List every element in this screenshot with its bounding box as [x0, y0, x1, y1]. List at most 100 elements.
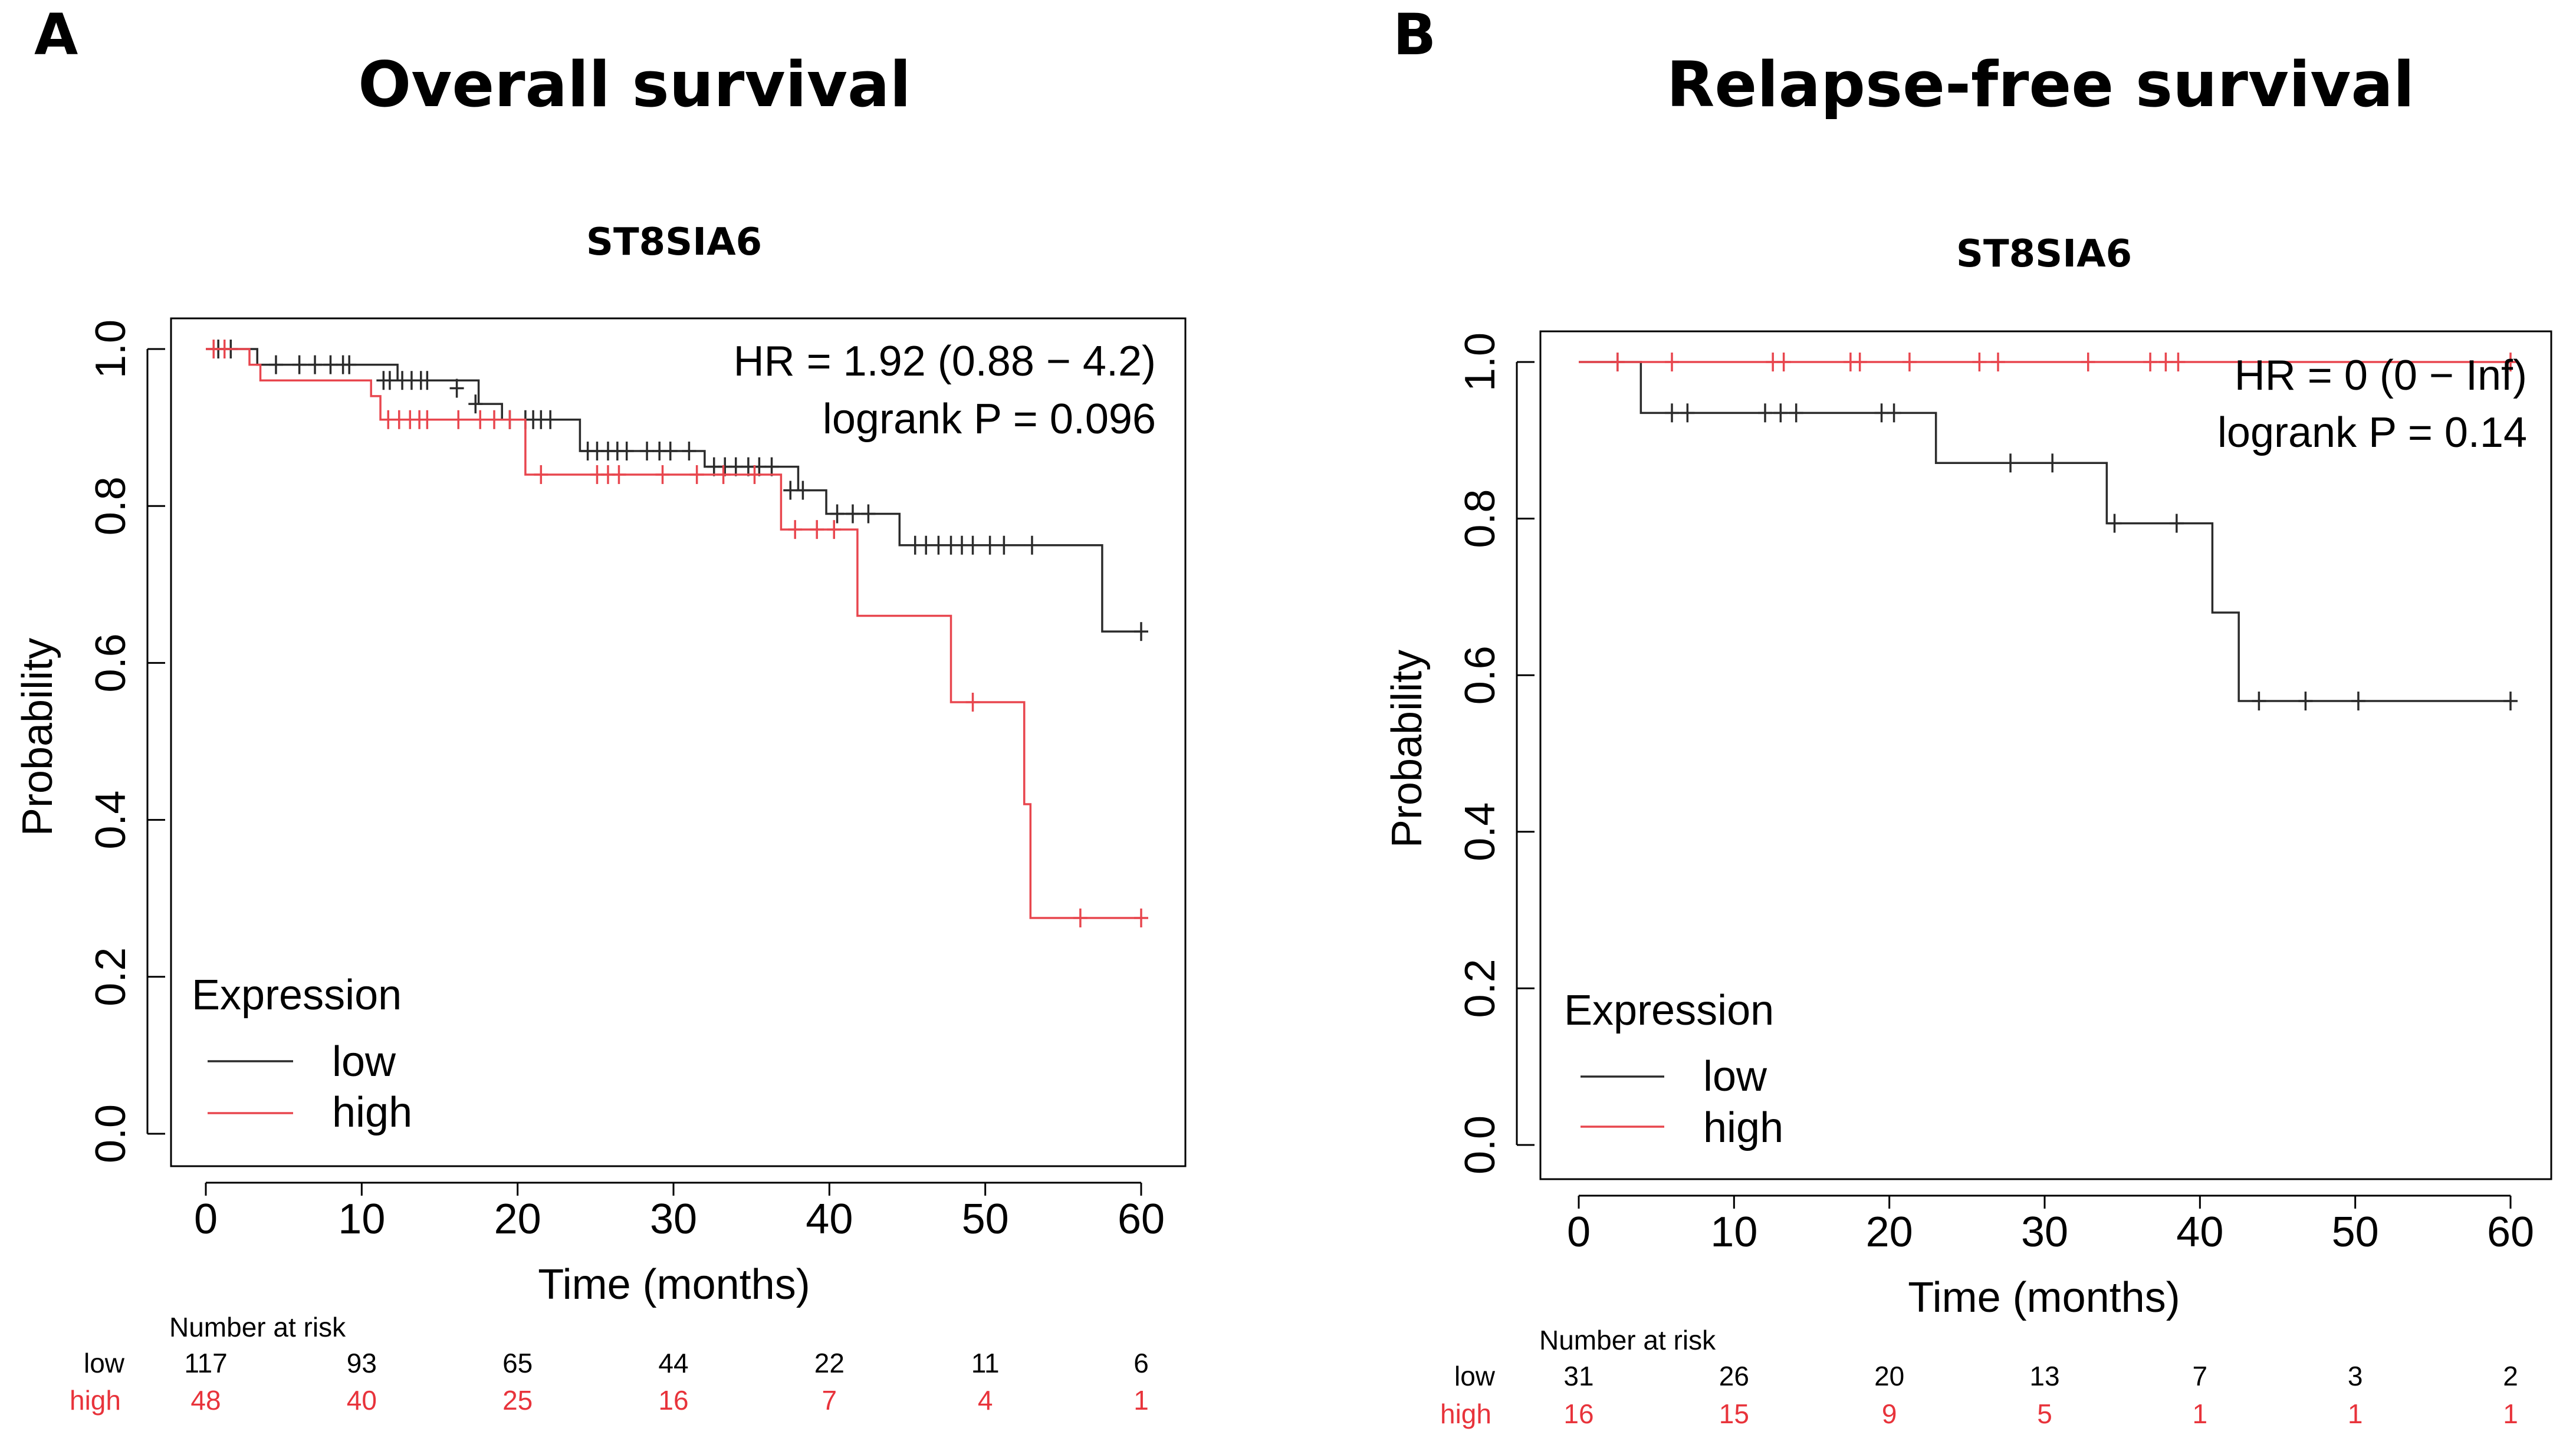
panel-a-risk-low-value: 44 [658, 1348, 688, 1378]
panel-b-risk-low-label: low [1454, 1361, 1496, 1391]
panel-a-risk-high-value: 1 [1133, 1385, 1149, 1416]
panel-b-xlabel: Time (months) [1908, 1274, 2180, 1321]
panel-b-risk-low-value: 3 [2348, 1361, 2363, 1391]
panel-b-risk-high-value: 9 [1882, 1398, 1897, 1429]
panel-b-y-tick-label: 0.2 [1457, 959, 1504, 1018]
panel-a-risk-high-value: 7 [822, 1385, 837, 1416]
panel-b-legend-high-label: high [1703, 1104, 1783, 1151]
panel-a-x-tick-label: 60 [1118, 1196, 1165, 1243]
panel-b-risk-high-value: 5 [2037, 1398, 2052, 1429]
panel-a-title: Overall survival [358, 48, 911, 121]
panel-b-legend-title: Expression [1564, 987, 1774, 1034]
panel-a: A Overall survival ST8SIA6 0.00.20.40.60… [14, 2, 1187, 1416]
panel-a-risk-low-value: 65 [502, 1348, 533, 1378]
panel-a-risk-high-value: 48 [190, 1385, 221, 1416]
panel-b-x-tick-label: 10 [1710, 1209, 1757, 1256]
panel-b-risk-low-value: 26 [1719, 1361, 1749, 1391]
panel-a-y-tick-label: 0.6 [87, 633, 134, 692]
panel-b-x-axis: 0 10 20 30 40 50 60 [1567, 1194, 2534, 1256]
panel-a-label: A [34, 2, 78, 68]
panel-a-legend-low-label: low [332, 1038, 396, 1085]
panel-b-y-tick-label: 0.4 [1457, 802, 1504, 861]
panel-b-risk-low-value: 31 [1563, 1361, 1593, 1391]
panel-a-x-tick-label: 10 [338, 1196, 385, 1243]
panel-a-legend: Expression low high [192, 972, 412, 1136]
panel-a-risk-low-value: 117 [184, 1348, 227, 1378]
panel-a-y-tick-label: 0.0 [87, 1104, 134, 1163]
panel-a-risk-low-value: 6 [1133, 1348, 1149, 1378]
panel-a-hr-text: HR = 1.92 (0.88 − 4.2) [734, 338, 1156, 385]
panel-b-p-text: logrank P = 0.14 [2217, 409, 2527, 456]
panel-b-risk-high-label: high [1440, 1398, 1491, 1429]
panel-a-y-tick-label: 0.2 [87, 947, 134, 1006]
panel-a-risk-high-value: 4 [978, 1385, 993, 1416]
panel-a-xlabel: Time (months) [538, 1261, 810, 1308]
panel-b-risk-high-value: 1 [2348, 1398, 2363, 1429]
panel-b-risk-high-value: 1 [2193, 1398, 2208, 1429]
panel-a-subtitle: ST8SIA6 [586, 221, 762, 264]
panel-b-x-tick-label: 20 [1866, 1209, 1913, 1256]
panel-b-hr-text: HR = 0 (0 − Inf) [2235, 352, 2527, 399]
panel-a-y-axis: 0.0 0.2 0.4 0.6 0.8 1.0 [87, 320, 165, 1163]
panel-b-risk-low-value: 2 [2503, 1361, 2518, 1391]
panel-b: B Relapse-free survival ST8SIA6 0.00.20.… [1384, 2, 2552, 1429]
panel-a-risk-low-label: low [84, 1348, 125, 1378]
panel-a-legend-high-label: high [332, 1089, 412, 1136]
panel-a-x-tick-label: 30 [650, 1196, 697, 1243]
panel-b-risk-low-values: 31 26 20 13 7 3 2 [1563, 1361, 2518, 1391]
panel-a-x-axis: 0 10 20 30 40 50 60 [194, 1182, 1165, 1243]
panel-b-x-tick-label: 60 [2487, 1209, 2534, 1256]
panel-a-y-tick-label: 0.4 [87, 791, 134, 850]
panel-a-y-tick-label: 1.0 [87, 320, 134, 379]
panel-b-y-tick-label: 1.0 [1457, 333, 1504, 391]
panel-b-risk-high-value: 1 [2503, 1398, 2518, 1429]
panel-a-risk-low-value: 93 [347, 1348, 377, 1378]
panel-a-x-tick-label: 20 [494, 1196, 541, 1243]
panel-b-legend: Expression low high [1564, 987, 1783, 1151]
panel-b-risk-table: Number at risk low high 31 26 20 13 7 3 2 16 15… [1440, 1325, 2518, 1429]
panel-b-risk-low-value: 20 [1874, 1361, 1904, 1391]
panel-a-curve-high [206, 348, 1141, 919]
panel-b-x-tick-label: 0 [1567, 1209, 1591, 1256]
panel-a-risk-high-label: high [70, 1385, 121, 1416]
panel-b-risk-high-value: 16 [1563, 1398, 1593, 1429]
panel-a-plot-frame [170, 317, 1187, 1167]
panel-b-risk-low-value: 13 [2029, 1361, 2059, 1391]
panel-b-title: Relapse-free survival [1667, 48, 2415, 121]
panel-b-legend-low-label: low [1703, 1053, 1767, 1100]
panel-a-risk-low-values: 117 93 65 44 22 11 6 [184, 1348, 1148, 1378]
panel-b-x-tick-label: 30 [2021, 1209, 2068, 1256]
panel-b-subtitle: ST8SIA6 [1956, 232, 2132, 276]
panel-a-risk-high-value: 25 [502, 1385, 533, 1416]
panel-b-y-tick-label: 0.0 [1457, 1115, 1504, 1174]
panel-b-x-tick-label: 50 [2332, 1209, 2379, 1256]
panel-a-curves [206, 340, 1148, 927]
panel-b-label: B [1393, 2, 1436, 68]
panel-b-ylabel: Probability [1384, 650, 1431, 848]
panel-b-curves [1579, 353, 2518, 711]
panel-a-risk-low-value: 11 [971, 1348, 1000, 1378]
panel-b-curve-low [1579, 361, 2511, 702]
panel-b-plot-frame [1539, 330, 2552, 1180]
panel-a-legend-title: Expression [192, 972, 402, 1019]
panel-a-ylabel: Probability [14, 638, 61, 836]
panel-b-y-axis: 0.0 0.2 0.4 0.6 0.8 1.0 [1457, 333, 1535, 1174]
panel-a-risk-low-value: 22 [814, 1348, 845, 1378]
panel-a-risk-high-value: 40 [347, 1385, 377, 1416]
panel-a-p-text: logrank P = 0.096 [823, 396, 1156, 443]
panel-a-y-tick-label: 0.8 [87, 476, 134, 535]
panel-b-risk-high-value: 15 [1719, 1398, 1749, 1429]
panel-b-y-tick-label: 0.8 [1457, 489, 1504, 548]
panel-b-x-tick-label: 40 [2176, 1209, 2223, 1256]
panel-a-risk-high-value: 16 [658, 1385, 688, 1416]
panel-a-curve-low [206, 348, 1141, 633]
panel-a-x-tick-label: 50 [962, 1196, 1009, 1243]
panel-b-risk-low-value: 7 [2193, 1361, 2208, 1391]
panel-a-x-tick-label: 0 [194, 1196, 218, 1243]
panel-a-risk-table: Number at risk low high 117 93 65 44 22 11 6 4… [70, 1312, 1149, 1416]
panel-b-y-tick-label: 0.6 [1457, 646, 1504, 705]
panel-a-x-tick-label: 40 [806, 1196, 853, 1243]
panel-a-risk-title: Number at risk [169, 1312, 346, 1342]
panel-b-risk-title: Number at risk [1539, 1325, 1716, 1355]
